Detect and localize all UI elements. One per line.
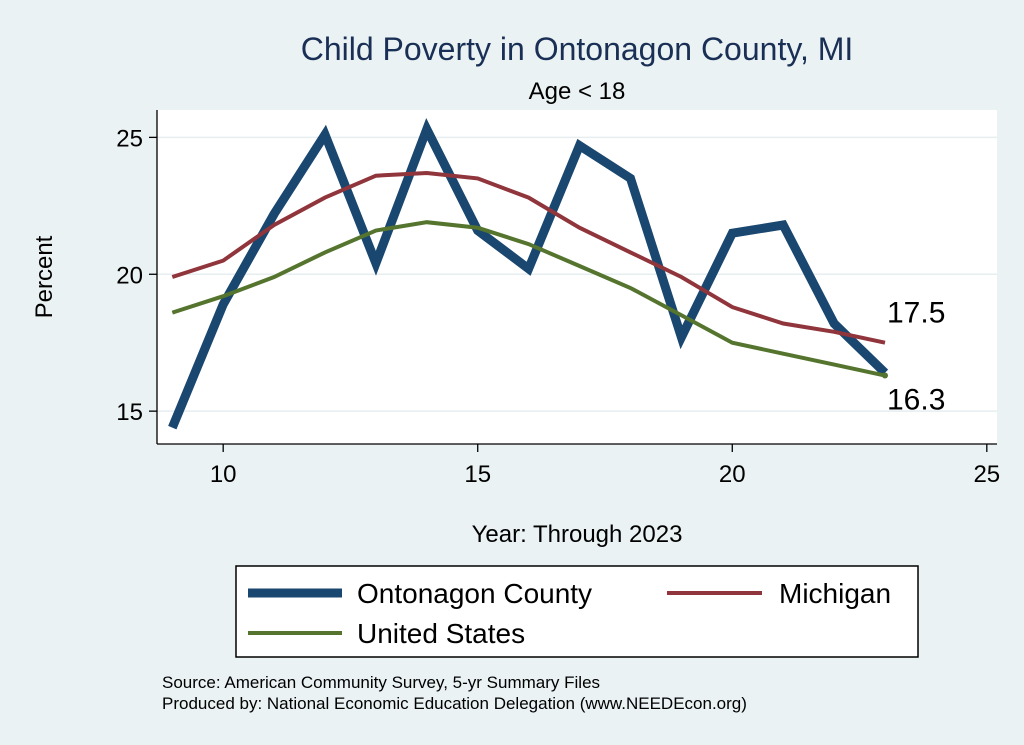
x-axis-title: Year: Through 2023 xyxy=(472,521,683,548)
x-tick-label-20: 20 xyxy=(719,461,746,488)
y-tick-label-15: 15 xyxy=(116,399,143,426)
series-lines xyxy=(168,118,889,430)
legend-label-michigan: Michigan xyxy=(779,578,891,609)
x-tick-label-25: 25 xyxy=(973,461,1000,488)
y-tick-label-25: 25 xyxy=(116,125,143,152)
end-label-michigan: 17.5 xyxy=(887,297,945,330)
source-note: Source: American Community Survey, 5-yr … xyxy=(162,673,600,692)
end-labels: 17.5 16.3 xyxy=(887,297,945,417)
chart-title: Child Poverty in Ontonagon County, MI xyxy=(301,31,854,67)
axes: 15 20 25 10 15 20 25 xyxy=(116,110,1000,488)
chart-subtitle: Age < 18 xyxy=(529,78,626,105)
plot-area xyxy=(157,110,997,444)
legend: Ontonagon County Michigan United States xyxy=(235,565,919,658)
end-label-united-states: 16.3 xyxy=(887,384,945,417)
series-line-ontonagon-county xyxy=(168,118,889,430)
legend-label-united-states: United States xyxy=(357,618,525,649)
series-line-michigan xyxy=(171,170,886,345)
end-marker-united-states xyxy=(882,372,888,379)
x-tick-label-15: 15 xyxy=(464,461,491,488)
legend-label-ontonagon: Ontonagon County xyxy=(357,578,592,609)
x-tick-label-10: 10 xyxy=(210,461,237,488)
y-tick-label-20: 20 xyxy=(116,262,143,289)
y-axis-title: Percent xyxy=(31,235,58,318)
series-line-united-states xyxy=(171,220,886,378)
producer-note: Produced by: National Economic Education… xyxy=(162,694,747,713)
legend-box xyxy=(235,565,919,658)
gridlines xyxy=(157,136,997,412)
